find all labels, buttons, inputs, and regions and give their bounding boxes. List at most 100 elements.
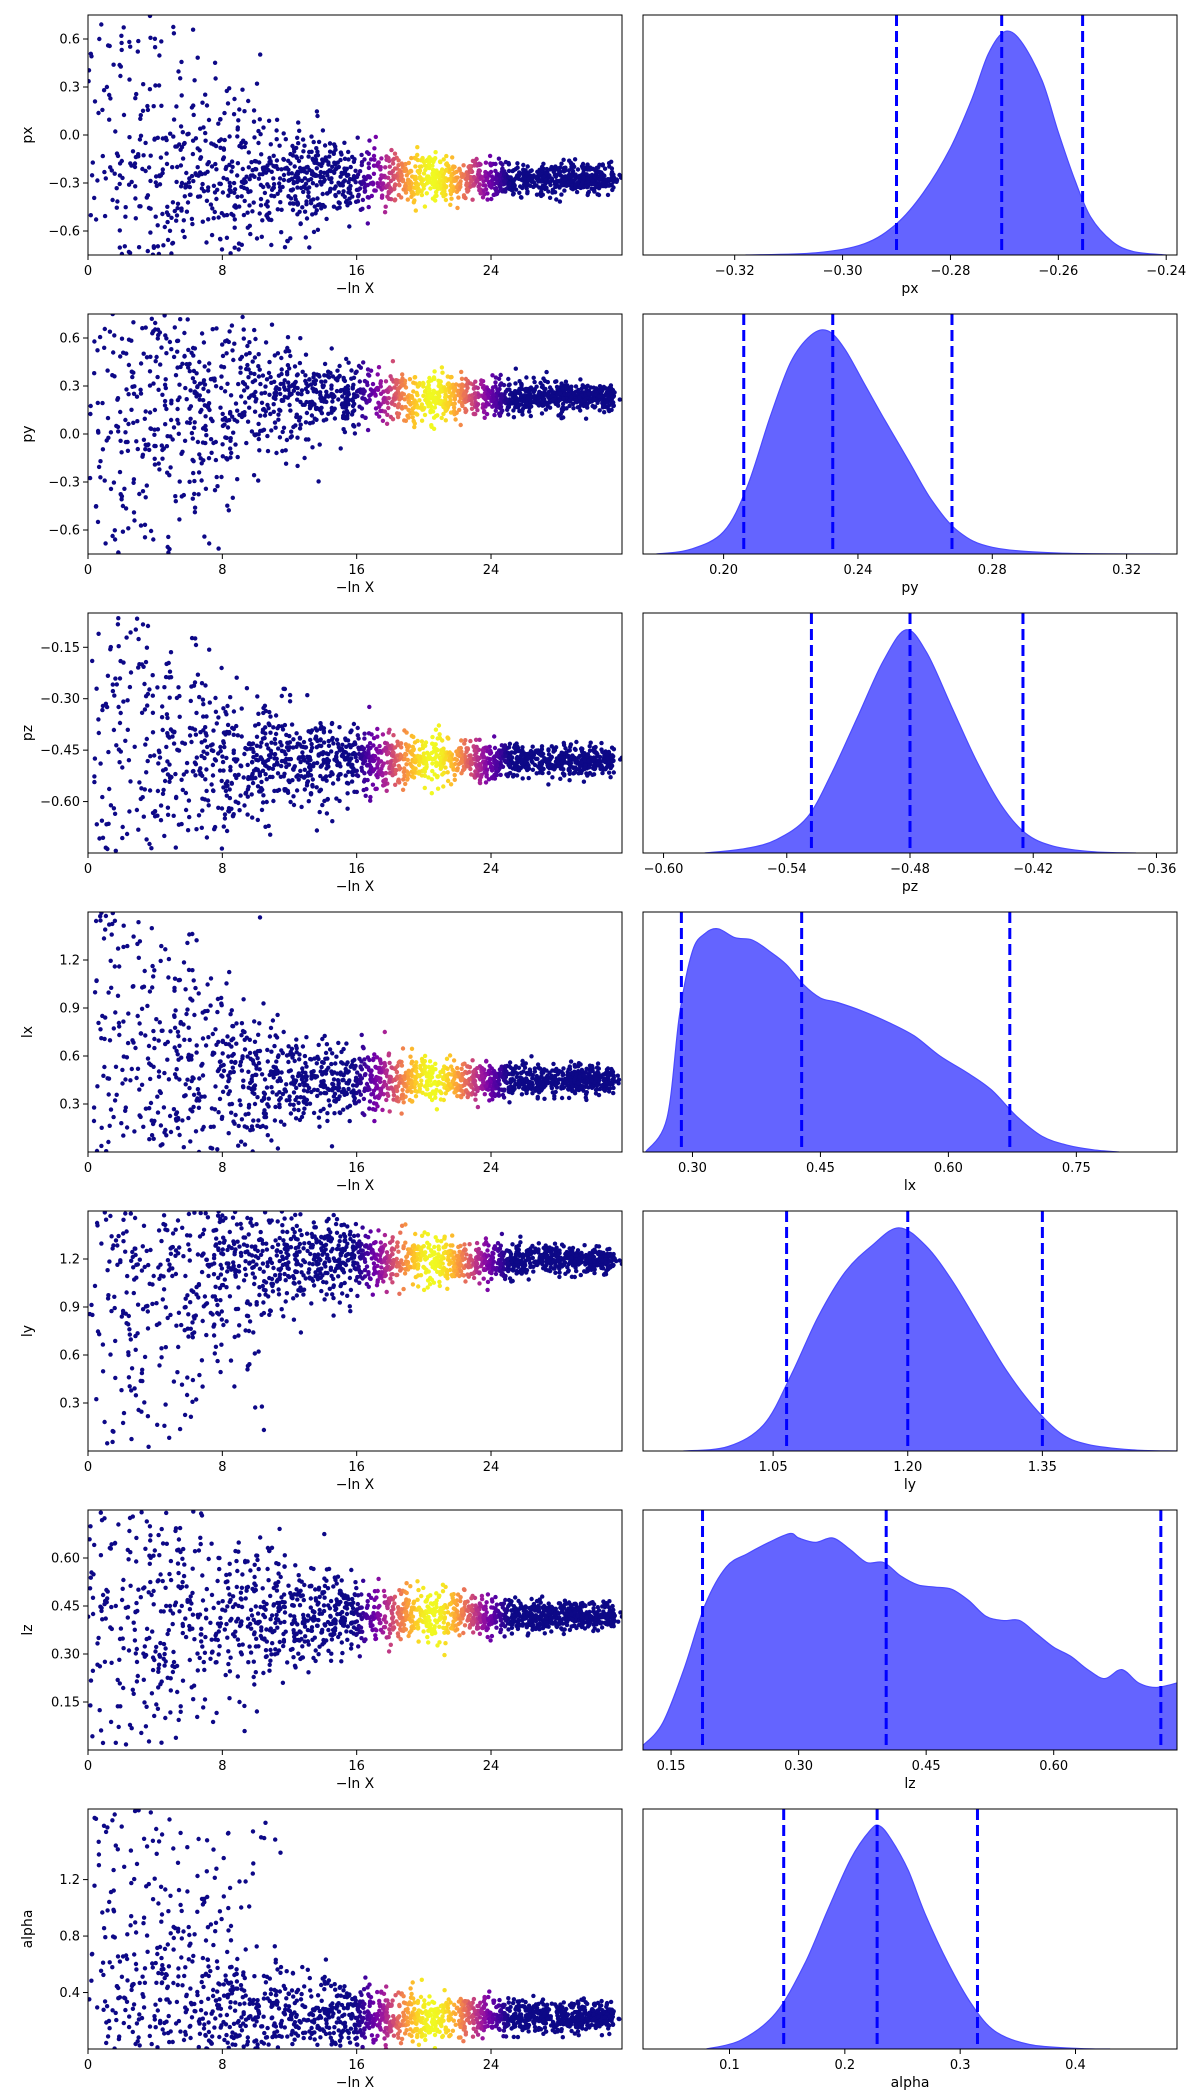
trace-point <box>138 391 144 396</box>
trace-point <box>130 374 135 380</box>
trace-point <box>355 135 360 140</box>
trace-point <box>578 408 583 413</box>
trace-point <box>376 400 381 405</box>
trace-point <box>227 187 232 193</box>
trace-point <box>418 405 424 410</box>
trace-point <box>374 385 380 391</box>
trace-point <box>93 217 99 222</box>
trace-point <box>109 168 115 173</box>
trace-point <box>375 734 380 739</box>
trace-point <box>165 204 170 209</box>
trace-point <box>168 650 174 655</box>
trace-point <box>423 740 429 745</box>
trace-point <box>231 180 237 186</box>
trace-point <box>256 352 261 357</box>
trace-point <box>238 365 243 370</box>
trace-point <box>505 774 510 779</box>
trace-point <box>206 185 211 190</box>
trace-point <box>259 400 265 405</box>
trace-point <box>319 763 324 768</box>
trace-point <box>198 456 203 461</box>
y-tick-label: −0.3 <box>48 177 80 192</box>
trace-point <box>192 510 198 515</box>
trace-point <box>348 164 353 170</box>
trace-point <box>174 338 180 344</box>
trace-point <box>554 197 559 202</box>
trace-point <box>134 439 139 444</box>
trace-point <box>211 788 216 794</box>
trace-point <box>315 760 320 766</box>
trace-point <box>441 784 446 789</box>
trace-point <box>345 806 350 811</box>
trace-point <box>111 62 116 67</box>
x-tick-label: 24 <box>483 264 500 279</box>
trace-point <box>431 388 436 393</box>
trace-point <box>97 334 103 340</box>
trace-point <box>550 775 555 780</box>
trace-point <box>329 180 334 185</box>
trace-point <box>587 748 593 753</box>
trace-point <box>159 39 164 44</box>
trace-point <box>534 192 540 197</box>
trace-point <box>230 348 235 353</box>
x-tick-label: −0.32 <box>715 264 755 279</box>
trace-point <box>175 201 181 206</box>
trace-point <box>373 393 378 398</box>
trace-point <box>506 412 511 417</box>
trace-point <box>148 153 153 158</box>
trace-point <box>313 405 319 410</box>
trace-point <box>319 724 324 729</box>
trace-point <box>326 738 331 744</box>
trace-point <box>397 183 402 188</box>
trace-point <box>287 402 292 408</box>
trace-point <box>282 245 288 250</box>
trace-point <box>239 140 244 146</box>
trace-point <box>224 456 229 461</box>
trace-point <box>202 403 207 408</box>
trace-point <box>295 435 300 440</box>
trace-point <box>244 440 249 446</box>
trace-point <box>218 181 223 187</box>
trace-point <box>433 150 438 155</box>
trace-point <box>264 377 270 382</box>
trace-point <box>279 355 284 361</box>
trace-point <box>433 755 438 761</box>
trace-point <box>596 192 602 198</box>
trace-point <box>249 160 254 165</box>
trace-point <box>412 198 417 203</box>
trace-point <box>533 756 539 761</box>
trace-point <box>357 169 363 174</box>
trace-point <box>140 489 146 494</box>
trace-point <box>279 230 284 235</box>
trace-point <box>259 779 264 785</box>
trace-point <box>391 733 396 738</box>
trace-point <box>337 363 342 369</box>
trace-point <box>285 238 290 244</box>
trace-point <box>121 112 127 118</box>
trace-point <box>128 779 133 784</box>
trace-point <box>429 777 434 782</box>
trace-point <box>177 142 182 147</box>
trace-point <box>95 400 101 406</box>
trace-point <box>314 146 319 151</box>
trace-point <box>403 781 408 787</box>
trace-point <box>158 173 164 178</box>
trace-point <box>249 429 255 434</box>
trace-point <box>392 166 398 171</box>
trace-point <box>105 415 111 421</box>
trace-point <box>398 169 403 175</box>
trace-point <box>273 425 278 430</box>
trace-point <box>353 370 358 376</box>
trace-point <box>431 415 437 420</box>
trace-point <box>132 518 137 523</box>
trace-point <box>549 744 554 749</box>
trace-point <box>95 519 101 525</box>
trace-point <box>592 766 597 772</box>
trace-point <box>182 140 187 146</box>
trace-point <box>272 756 277 761</box>
trace-point <box>528 413 533 419</box>
trace-point <box>522 404 527 410</box>
trace-point <box>245 343 250 349</box>
trace-point <box>375 372 380 377</box>
trace-point <box>445 735 450 740</box>
